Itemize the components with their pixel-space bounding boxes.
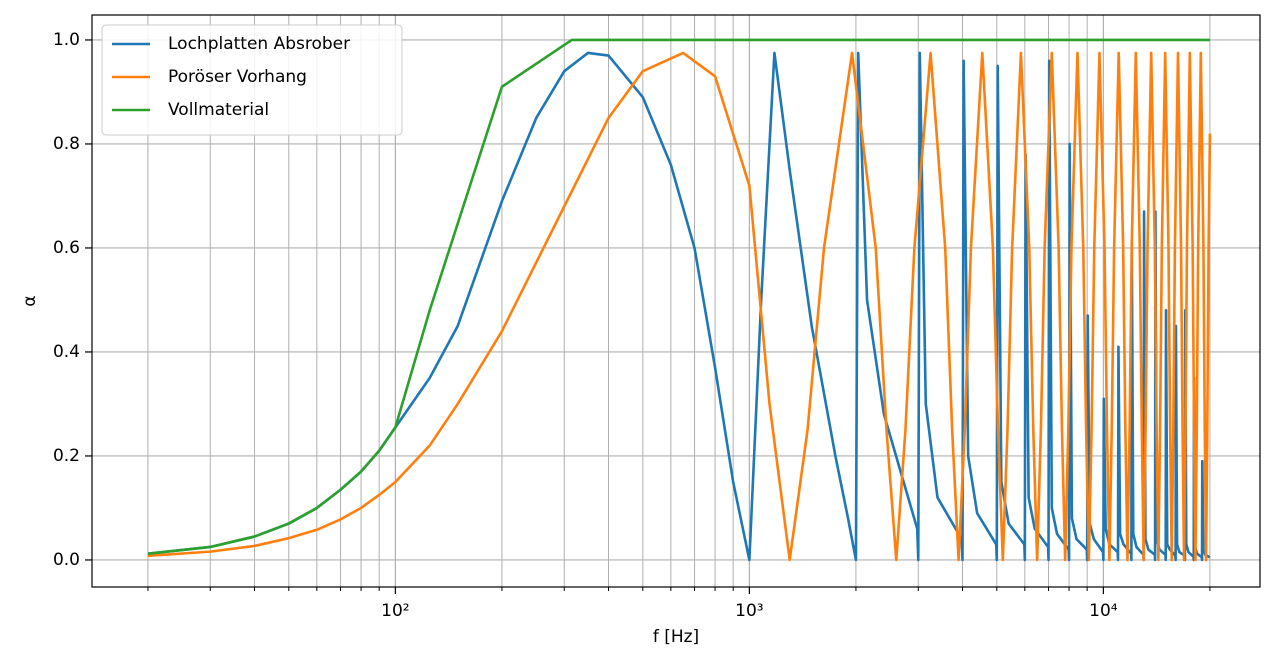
y-tick-label: 0.2	[53, 446, 80, 466]
x-tick-label: 10³	[735, 601, 763, 621]
y-tick-label: 0.4	[53, 342, 80, 362]
y-tick-label: 0.6	[53, 238, 80, 258]
legend-label: Vollmaterial	[168, 100, 269, 120]
x-tick-label: 10⁴	[1089, 601, 1118, 621]
x-axis-label: f [Hz]	[653, 627, 699, 647]
x-tick-label: 10²	[381, 601, 409, 621]
plot-lines	[147, 38, 1212, 562]
y-tick-label: 0.0	[53, 550, 80, 570]
legend-box	[101, 24, 403, 136]
series-line	[147, 51, 1212, 562]
axes: 10² 10³ 10⁴ 0.0 0.2 0.4 0.6 0.8 1.0	[53, 30, 1211, 621]
legend: Lochplatten Absrober Poröser Vorhang Vollm…	[101, 24, 403, 136]
legend-label: Poröser Vorhang	[168, 67, 307, 87]
y-tick-label: 1.0	[53, 30, 80, 50]
y-tick-label: 0.8	[53, 134, 80, 154]
y-axis-label: α	[20, 295, 40, 306]
series-line	[147, 38, 1210, 556]
plot-frame	[91, 14, 1261, 588]
legend-label: Lochplatten Absrober	[168, 34, 350, 54]
